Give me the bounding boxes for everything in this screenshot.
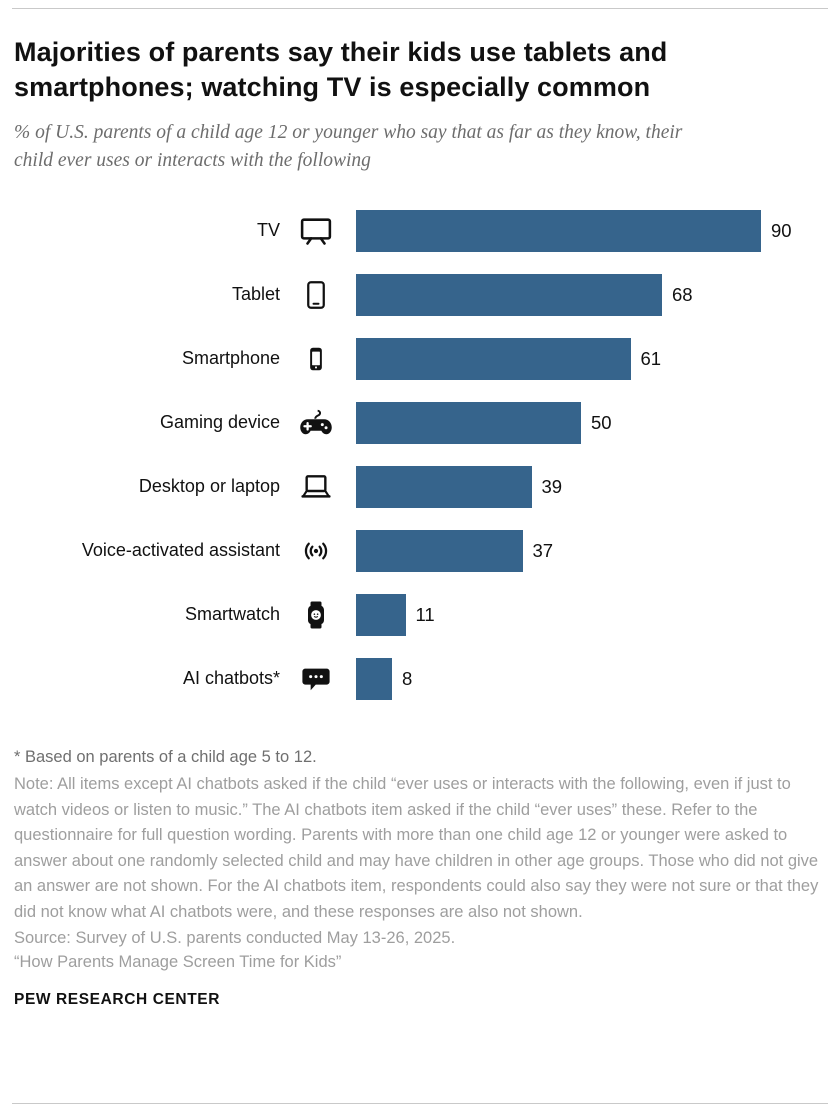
voice-assistant-icon [288, 536, 344, 566]
bar-row: AI chatbots* 8 [14, 647, 826, 711]
bar [356, 273, 662, 316]
bar-area: 39 [356, 465, 826, 508]
bar [356, 465, 532, 508]
chart-rows: TV 90 Tablet 68 Smartphone 61 Gaming device 50 D… [14, 199, 826, 711]
bar-area: 8 [356, 657, 826, 700]
value-label: 61 [640, 347, 662, 369]
value-label: 68 [672, 283, 693, 305]
bar-label: Tablet [231, 284, 280, 305]
page-title: Majorities of parents say their kids use… [14, 37, 668, 103]
bar-label: AI chatbots* [182, 668, 280, 689]
bar-label: Voice-activated assistant [81, 540, 280, 561]
note-text: Note: All items except AI chatbots asked… [14, 775, 819, 921]
laptop-icon [288, 471, 344, 503]
bar-area: 37 [356, 529, 826, 572]
notes-block: * Based on parents of a child age 5 to 1… [14, 745, 826, 1009]
bar [356, 657, 392, 700]
page: Majorities of parents say their kids use… [0, 9, 840, 1009]
value-label: 39 [541, 475, 563, 497]
bar-label: Gaming device [159, 412, 280, 433]
report-title: “How Parents Manage Screen Time for Kids… [14, 953, 342, 972]
bar [356, 593, 406, 636]
chart-subtitle: % of U.S. parents of a child age 12 or y… [14, 122, 683, 171]
bar-area: 68 [356, 273, 826, 316]
bar-row: Desktop or laptop 39 [14, 455, 826, 519]
value-label: 37 [532, 539, 554, 561]
value-label: 11 [415, 603, 435, 625]
bar-label: Desktop or laptop [138, 476, 280, 497]
bar-area: 50 [356, 401, 826, 444]
bar-row: Smartphone 61 [14, 327, 826, 391]
bar-row: Voice-activated assistant 37 [14, 519, 826, 583]
bar [356, 401, 581, 444]
bar-row: Smartwatch 11 [14, 583, 826, 647]
bar-area: 90 [356, 209, 826, 252]
gamepad-icon [288, 405, 344, 441]
value-label: 50 [591, 411, 612, 433]
value-label: 90 [771, 219, 792, 241]
value-label: 8 [402, 667, 413, 689]
smartphone-icon [288, 341, 344, 377]
bar-area: 11 [356, 593, 826, 636]
smartwatch-icon [288, 596, 344, 634]
bar [356, 209, 761, 252]
bar [356, 337, 631, 380]
bar-label: Smartphone [181, 348, 280, 369]
bar-label: Smartwatch [184, 604, 280, 625]
footnote: * Based on parents of a child age 5 to 1… [14, 747, 317, 766]
branding: PEW RESEARCH CENTER [14, 991, 221, 1008]
bar-row: Tablet 68 [14, 263, 826, 327]
tv-icon [288, 214, 344, 248]
bar [356, 529, 523, 572]
top-divider [12, 8, 828, 9]
chatbot-icon [288, 663, 344, 695]
bar-row: Gaming device 50 [14, 391, 826, 455]
source-text: Source: Survey of U.S. parents conducted… [14, 928, 456, 947]
bar-label: TV [256, 220, 280, 241]
bar-area: 61 [356, 337, 826, 380]
bar-chart: TV 90 Tablet 68 Smartphone 61 Gaming device 50 D… [14, 199, 826, 711]
tablet-icon [288, 277, 344, 313]
bar-row: TV 90 [14, 199, 826, 263]
